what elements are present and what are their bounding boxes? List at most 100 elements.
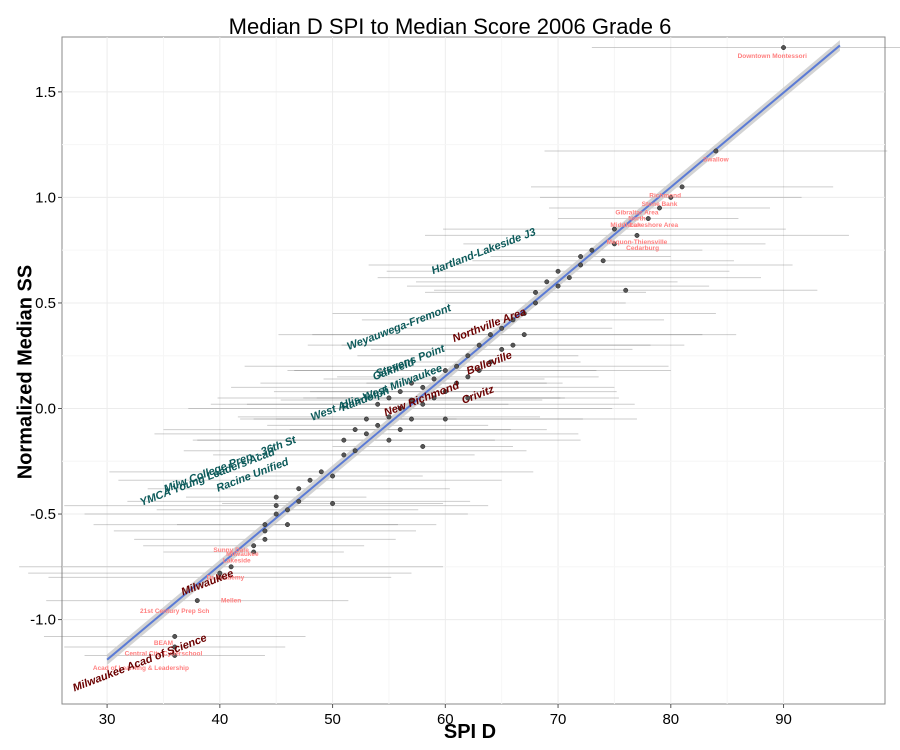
data-point (420, 444, 426, 449)
chart-title: Median D SPI to Median Score 2006 Grade … (228, 14, 672, 39)
data-point (600, 258, 606, 264)
data-point (409, 416, 414, 422)
school-label-minor: Stone Bank (642, 201, 678, 208)
school-label-minor: Swallow (703, 157, 730, 164)
data-point (420, 384, 426, 390)
x-axis-label: SPI D (443, 721, 497, 743)
data-point (375, 401, 381, 407)
data-point (307, 477, 313, 483)
data-point (679, 184, 685, 190)
school-label-minor: Mellen (221, 598, 241, 605)
data-point (386, 437, 392, 443)
x-tick-label: 40 (211, 711, 228, 728)
data-point (589, 247, 595, 253)
data-point (442, 368, 448, 373)
data-point (217, 570, 223, 576)
data-point (285, 507, 290, 513)
y-axis-label: Normalized Median SS (14, 264, 37, 480)
school-label-minor: Mequon-Thiensville (607, 239, 668, 246)
y-tick-label: 0.0 (35, 400, 56, 417)
x-tick-label: 60 (437, 711, 454, 728)
school-label-minor: Richmond (649, 192, 681, 199)
data-point (397, 427, 403, 433)
school-label-minor: Lakeshore Area (630, 222, 679, 229)
data-point (510, 342, 516, 348)
data-point (623, 287, 629, 293)
data-point (172, 634, 178, 639)
school-label-minor: Downtown Montessori (738, 53, 808, 60)
data-point (521, 311, 527, 316)
data-point (454, 363, 460, 369)
data-point (262, 536, 268, 542)
data-point (273, 503, 279, 509)
school-label-minor: Acad of Learning & Leadership (93, 665, 189, 672)
data-point (781, 45, 786, 51)
data-point (634, 232, 640, 238)
y-tick-label: 1.5 (35, 84, 56, 101)
data-point (262, 522, 268, 528)
data-point (566, 275, 572, 281)
y-tick-label: 0.5 (35, 295, 56, 312)
school-label-minor: Dr Academy (207, 574, 245, 581)
data-point (285, 522, 290, 528)
data-point (645, 216, 651, 221)
x-tick-label: 50 (324, 711, 341, 728)
x-tick-label: 80 (662, 711, 679, 728)
data-point (296, 486, 302, 492)
data-point (172, 644, 178, 650)
data-point (521, 332, 527, 338)
data-point (544, 279, 550, 285)
data-point (431, 395, 437, 401)
minor-labels: Downtown Montessori Swallow Richmond Stone … (93, 53, 807, 672)
school-label-minor: Central City Cyberschool (125, 650, 203, 657)
data-point (668, 194, 674, 200)
data-point (363, 416, 369, 422)
data-point (657, 205, 662, 211)
data-point (487, 359, 493, 365)
data-point (352, 448, 358, 454)
data-point (454, 380, 460, 386)
data-point (397, 389, 403, 395)
regression-line (106, 44, 841, 661)
school-label-minor: Middleton (610, 222, 641, 229)
data-point (341, 437, 347, 443)
data-point (578, 254, 584, 259)
data-point (386, 395, 392, 401)
data-point (409, 380, 414, 386)
data-point (341, 452, 347, 458)
y-tick-label: -1.0 (30, 612, 56, 629)
data-point (251, 549, 257, 555)
y-tick-label: -0.5 (30, 506, 56, 523)
data-point (533, 289, 538, 295)
data-point (273, 511, 279, 517)
trend-line (106, 44, 841, 661)
school-label-minor: Gibraltar Area (615, 209, 658, 216)
data-point (611, 241, 617, 247)
x-tick-label: 70 (550, 711, 567, 728)
data-point (228, 564, 234, 570)
data-point (510, 317, 516, 323)
data-point (420, 401, 426, 407)
school-label-minor: Sunny Dale (213, 547, 249, 554)
x-tick-label: 90 (775, 711, 792, 728)
data-point (262, 528, 268, 534)
data-point (409, 397, 414, 403)
x-tick-label: 30 (99, 711, 116, 728)
data-point (611, 226, 617, 232)
data-point (442, 389, 448, 395)
data-point (442, 416, 448, 422)
data-point (465, 374, 471, 380)
data-point (363, 431, 369, 437)
school-label-minor: Lakeside (223, 558, 251, 565)
y-axis-ticks: -1.0 -0.5 0.0 0.5 1.0 1.5 (30, 84, 62, 629)
data-point (397, 406, 403, 411)
data-point (386, 414, 392, 420)
school-label-minor: North (628, 216, 645, 223)
data-point (465, 353, 471, 359)
school-label-minor: 21st Century Prep Sch (140, 608, 209, 615)
data-point (330, 473, 336, 479)
data-point (555, 283, 561, 289)
data-point (431, 376, 437, 382)
data-point (318, 469, 324, 475)
